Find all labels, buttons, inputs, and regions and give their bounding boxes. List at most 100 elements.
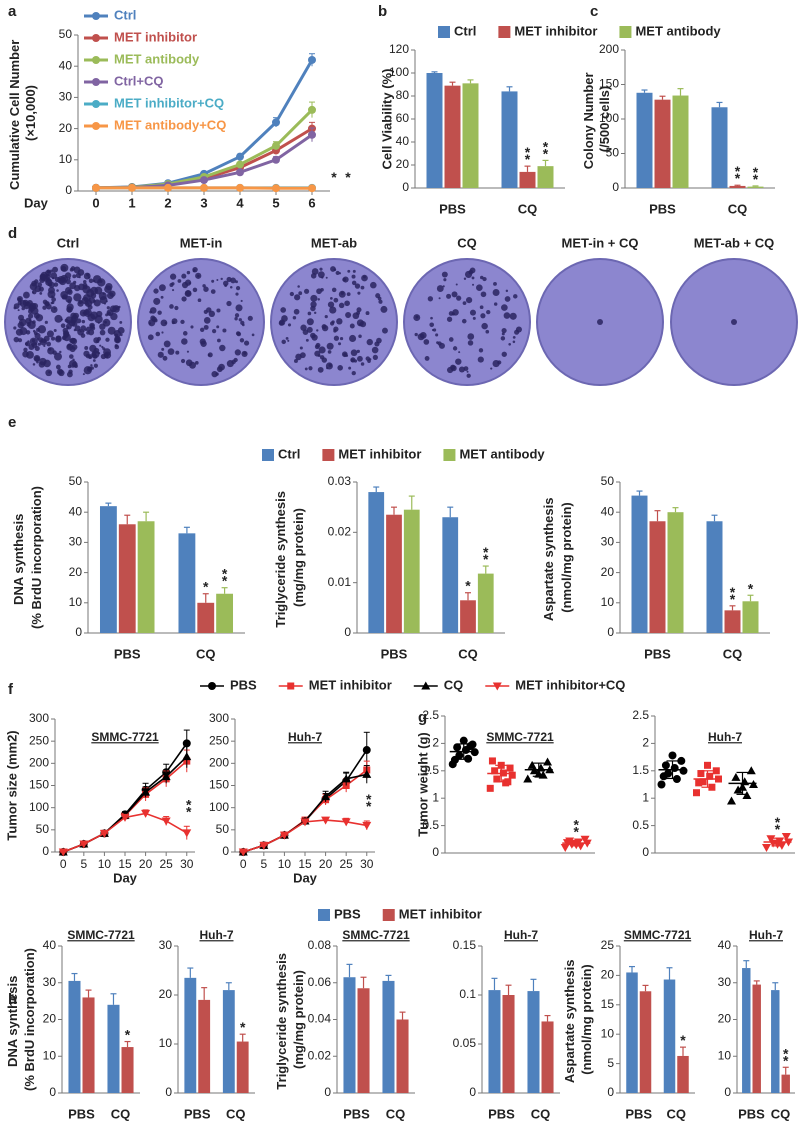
colony bbox=[241, 350, 248, 357]
colony bbox=[300, 324, 307, 331]
bar bbox=[706, 521, 723, 633]
bar bbox=[396, 1019, 409, 1093]
colony bbox=[90, 364, 93, 367]
colony bbox=[169, 273, 177, 280]
bar bbox=[99, 506, 117, 633]
colony bbox=[56, 368, 64, 375]
colony bbox=[157, 310, 162, 315]
y-tick-label: 50 bbox=[59, 27, 73, 41]
x-tick-label: 5 bbox=[272, 195, 279, 210]
panel-letter: b bbox=[378, 3, 387, 20]
colony bbox=[456, 295, 462, 301]
y-tick-label: 100 bbox=[599, 111, 619, 125]
bar bbox=[742, 968, 751, 1093]
colony bbox=[220, 277, 223, 281]
colony bbox=[174, 305, 179, 311]
y-axis-label: Triglyceride synthesis (mg/mg protein) bbox=[274, 949, 306, 1089]
legend-label: Ctrl+CQ bbox=[114, 73, 163, 88]
colony bbox=[192, 287, 198, 293]
colony bbox=[180, 358, 186, 364]
colony bbox=[13, 306, 17, 310]
y-tick-label: 50 bbox=[69, 474, 83, 488]
significance: * bbox=[331, 169, 337, 185]
bar bbox=[667, 512, 684, 633]
colony bbox=[333, 297, 339, 303]
line bbox=[242, 749, 368, 853]
y-tick-label: 30 bbox=[43, 975, 57, 989]
colony bbox=[60, 318, 63, 321]
colony bbox=[463, 277, 467, 280]
y-tick-label: 0.08 bbox=[308, 938, 332, 952]
colony bbox=[172, 289, 175, 292]
colony bbox=[106, 306, 110, 310]
colony bbox=[512, 336, 516, 339]
legend-swatch bbox=[322, 449, 335, 461]
colony bbox=[153, 297, 161, 305]
bar bbox=[382, 980, 395, 1093]
dish-label: MET-in + CQ bbox=[562, 235, 639, 250]
marker bbox=[321, 792, 331, 801]
colony bbox=[231, 359, 236, 365]
y-tick-label: 100 bbox=[29, 800, 49, 814]
colony bbox=[235, 304, 243, 312]
bar bbox=[426, 73, 443, 188]
y-tick-label: 0 bbox=[49, 1085, 56, 1099]
significance: * bbox=[465, 577, 471, 593]
marker bbox=[300, 818, 310, 827]
colony bbox=[29, 337, 38, 346]
colony bbox=[190, 325, 194, 329]
colony bbox=[55, 364, 61, 370]
marker bbox=[236, 168, 244, 177]
colony bbox=[333, 335, 340, 341]
x-tick-label: CQ bbox=[531, 1106, 551, 1121]
y-tick-label: 50 bbox=[36, 822, 50, 836]
colony bbox=[455, 358, 462, 365]
marker bbox=[523, 774, 533, 783]
colony bbox=[451, 312, 455, 316]
y-tick-label: 0.04 bbox=[308, 1012, 332, 1026]
x-tick-label: PBS bbox=[343, 1106, 370, 1121]
colony bbox=[310, 294, 318, 302]
colony bbox=[299, 352, 306, 359]
colony bbox=[203, 317, 211, 324]
significance: * bbox=[240, 1019, 246, 1035]
colony bbox=[88, 329, 95, 336]
y-tick-label: 120 bbox=[389, 42, 409, 56]
colony bbox=[73, 293, 82, 302]
significance: ** bbox=[574, 816, 580, 839]
colony bbox=[441, 271, 448, 278]
bar bbox=[724, 610, 741, 633]
y-axis-label: Colony Number (/500 cells) bbox=[581, 69, 612, 169]
x-axis-label: Day bbox=[293, 870, 318, 885]
colony bbox=[380, 305, 388, 313]
y-tick-label: 30 bbox=[718, 975, 732, 989]
y-axis-label: Tumor weight (g) bbox=[415, 732, 430, 836]
y-tick-label: 0.15 bbox=[453, 938, 477, 952]
y-tick-label: 30 bbox=[59, 90, 73, 104]
colony bbox=[344, 300, 350, 307]
colony bbox=[32, 320, 36, 324]
colony bbox=[53, 328, 57, 332]
x-tick-label: CQ bbox=[667, 1106, 687, 1121]
y-tick-label: 0 bbox=[324, 1085, 331, 1099]
y-tick-label: 10 bbox=[69, 595, 83, 609]
colony bbox=[23, 347, 28, 352]
y-tick-label: 250 bbox=[29, 733, 49, 747]
colony bbox=[39, 357, 47, 366]
significance: * bbox=[203, 578, 209, 594]
bar bbox=[781, 1074, 790, 1093]
marker bbox=[731, 772, 741, 781]
significance: ** bbox=[783, 1045, 789, 1068]
y-tick-label: 20 bbox=[43, 1012, 57, 1026]
colony bbox=[234, 349, 241, 356]
colony bbox=[342, 276, 349, 283]
legend-marker bbox=[92, 34, 100, 42]
colony bbox=[188, 281, 192, 285]
legend-label: PBS bbox=[334, 906, 361, 921]
y-tick-label: 20 bbox=[59, 121, 73, 135]
marker bbox=[99, 829, 109, 838]
colony bbox=[336, 318, 343, 325]
y-tick-label: 0 bbox=[222, 844, 229, 858]
x-tick-label: 6 bbox=[308, 195, 315, 210]
